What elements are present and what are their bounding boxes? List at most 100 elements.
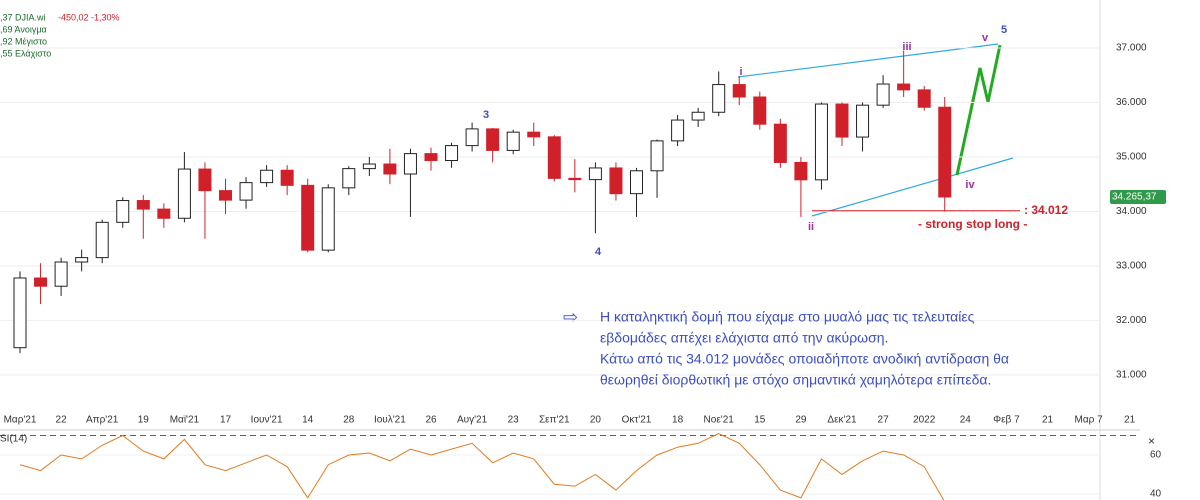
wave-label: 3 <box>483 109 489 121</box>
annotation-line: Η καταληκτική δομή που είχαμε στο μυαλό … <box>600 309 975 325</box>
candle-body <box>280 169 294 186</box>
info-line: ,55 Ελάχιστο <box>0 48 51 58</box>
rsi-line <box>19 433 945 500</box>
x-tick-label: 18 <box>672 415 684 426</box>
candle-body <box>527 131 541 138</box>
y-tick-label: 32.000 <box>1116 315 1147 326</box>
candle-body <box>938 106 952 198</box>
wave-label: 5 <box>1001 24 1007 36</box>
candle-body <box>342 168 356 189</box>
candle-body <box>157 208 171 219</box>
close-icon[interactable]: × <box>1148 434 1155 448</box>
candle-body <box>239 182 253 201</box>
candle-body <box>671 119 685 142</box>
stop-label: : 34.012 <box>1024 203 1068 217</box>
stop-text: - strong stop long - <box>918 217 1027 231</box>
x-tick-label: 28 <box>343 415 355 426</box>
candle-body <box>856 104 870 138</box>
rsi-name: SI(14) <box>0 434 27 445</box>
x-tick-label: Απρ'21 <box>86 415 119 426</box>
candle-body <box>321 187 335 251</box>
candle-body <box>773 123 787 163</box>
candle-body <box>198 168 212 192</box>
candle-body <box>588 167 602 181</box>
y-tick-label: 34.000 <box>1116 206 1147 217</box>
candle-body <box>486 128 500 151</box>
x-tick-label: Ιουν'21 <box>251 415 283 426</box>
candle-body <box>732 84 746 98</box>
x-tick-label: 2022 <box>913 415 936 426</box>
x-tick-label: 21 <box>1042 415 1054 426</box>
candle-body <box>177 168 191 219</box>
candle-body <box>506 131 520 151</box>
wave-label: 4 <box>595 246 602 258</box>
rsi-tick-label: 60 <box>1150 450 1162 461</box>
candle-body <box>34 277 48 287</box>
candle-body <box>630 170 643 195</box>
annotation-line: εβδομάδες απέχει ελάχιστα από την ακύρωσ… <box>600 330 888 346</box>
candle-body <box>95 221 109 259</box>
info-line: ,37 DJIA.wi <box>0 12 46 22</box>
candle-body <box>362 163 376 170</box>
candle-body <box>116 200 130 223</box>
candle-body <box>445 145 459 161</box>
candle-body <box>547 136 561 179</box>
annotation-line: Κάτω από τις 34.012 μονάδες οποιαδήποτε … <box>600 351 1009 367</box>
price-tag-label: 34.265,37 <box>1112 192 1157 203</box>
x-tick-label: 23 <box>508 415 520 426</box>
info-line: ,92 Μέγιστο <box>0 36 47 46</box>
wave-label: v <box>982 32 989 44</box>
x-tick-label: 20 <box>590 415 602 426</box>
x-tick-label: 27 <box>878 415 890 426</box>
candle-body <box>609 167 623 195</box>
wave-label: i <box>739 66 742 78</box>
x-tick-label: Δεκ'21 <box>827 415 857 426</box>
trendline-upper <box>737 43 999 78</box>
x-tick-label: Αυγ'21 <box>457 415 488 426</box>
x-tick-label: Μαρ 7 <box>1075 415 1104 426</box>
y-tick-label: 35.000 <box>1116 152 1147 163</box>
candle-body <box>794 161 808 181</box>
candle-body <box>75 257 89 263</box>
x-tick-label: Μαϊ'21 <box>170 415 200 426</box>
candle-body <box>136 200 150 210</box>
x-tick-label: Νοε'21 <box>704 415 735 426</box>
candle-body <box>383 163 397 175</box>
y-tick-label: 37.000 <box>1116 43 1147 54</box>
y-tick-label: 31.000 <box>1116 370 1147 381</box>
x-tick-label: Μαρ'21 <box>4 415 37 426</box>
x-tick-label: Οκτ'21 <box>622 415 652 426</box>
candle-body <box>260 169 274 184</box>
wave-label: iv <box>965 179 975 191</box>
arrow-icon: ⇨ <box>563 307 578 327</box>
annotation-line: θεωρηθεί διορθωτική με στόχο σημαντικά χ… <box>600 372 991 388</box>
candle-body <box>219 190 232 201</box>
x-tick-label: Ιουλ'21 <box>374 415 406 426</box>
candle-body <box>691 111 705 121</box>
x-tick-label: 21 <box>1124 415 1136 426</box>
candle-body <box>568 177 582 181</box>
candle-body <box>13 277 27 349</box>
trendline-lower <box>811 157 1014 217</box>
candle-body <box>403 153 417 175</box>
x-tick-label: 22 <box>56 415 68 426</box>
wave-label: ii <box>808 221 814 233</box>
x-tick-label: Σεπ'21 <box>539 415 570 426</box>
candle-body <box>301 184 315 251</box>
candle-body <box>876 83 890 106</box>
projection-path <box>955 44 1002 176</box>
candle-body <box>465 128 479 147</box>
candle-body <box>712 84 726 113</box>
x-tick-label: 29 <box>795 415 807 426</box>
x-tick-label: 26 <box>425 415 437 426</box>
candle-body <box>897 83 911 91</box>
x-tick-label: 14 <box>302 415 314 426</box>
change-label: -450,02 -1,30% <box>58 12 120 22</box>
candle-body <box>54 261 68 287</box>
candle-body <box>814 103 828 181</box>
x-tick-label: 17 <box>220 415 232 426</box>
x-tick-label: 24 <box>960 415 972 426</box>
x-tick-label: 19 <box>138 415 150 426</box>
